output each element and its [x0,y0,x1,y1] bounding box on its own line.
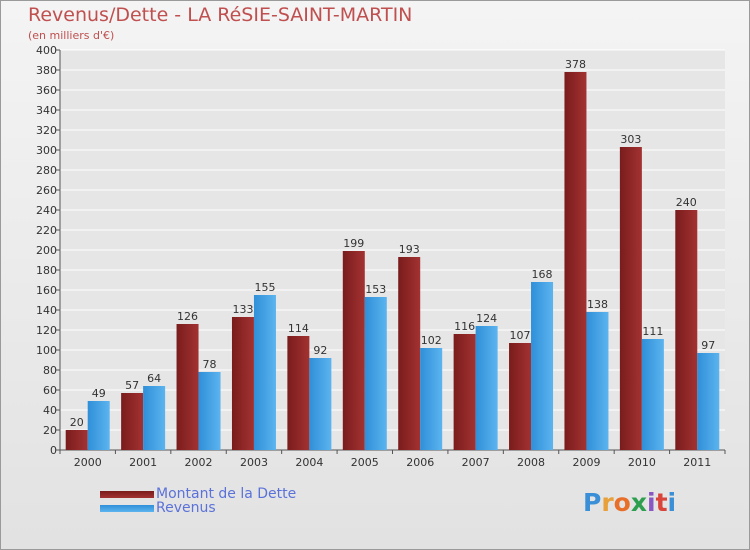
y-tick-label: 240 [36,204,57,217]
y-tick-label: 40 [43,404,57,417]
data-label: 124 [476,312,497,325]
data-label: 49 [92,387,106,400]
bar-revenus [641,339,664,450]
data-label: 240 [676,196,697,209]
bar-revenus [309,358,332,450]
y-tick-label: 260 [36,184,57,197]
data-label: 155 [254,281,275,294]
bar-dette [675,210,698,450]
bar-revenus [87,401,110,450]
bar-revenus [475,326,498,450]
data-label: 153 [365,283,386,296]
y-tick-label: 320 [36,124,57,137]
data-label: 133 [232,303,253,316]
data-label: 107 [510,329,531,342]
y-tick-label: 100 [36,344,57,357]
x-tick-label: 2008 [517,456,545,469]
x-tick-label: 2010 [628,456,656,469]
x-tick-label: 2009 [572,456,600,469]
data-label: 114 [288,322,309,335]
data-label: 78 [203,358,217,371]
x-tick-label: 2005 [351,456,379,469]
legend-item-dette: Montant de la Dette [100,487,296,501]
bar-revenus [253,295,276,450]
y-tick-label: 20 [43,424,57,437]
x-tick-label: 2006 [406,456,434,469]
y-tick-label: 160 [36,284,57,297]
data-label: 97 [701,339,715,352]
logo-letter: x [630,488,647,517]
bar-dette [564,72,587,450]
y-tick-label: 80 [43,364,57,377]
logo-letter: i [667,488,677,517]
bar-revenus [364,297,387,450]
bar-dette [287,336,310,450]
bar-dette [342,251,365,450]
data-label: 138 [587,298,608,311]
y-tick-label: 180 [36,264,57,277]
y-tick-label: 0 [50,444,57,457]
data-label: 92 [313,344,327,357]
x-tick-label: 2003 [240,456,268,469]
y-tick-label: 220 [36,224,57,237]
bar-dette [231,317,254,450]
y-tick-label: 400 [36,44,57,57]
bar-revenus [531,282,554,450]
x-tick-label: 2001 [129,456,157,469]
x-tick-label: 2002 [185,456,213,469]
data-label: 378 [565,58,586,71]
y-tick-label: 200 [36,244,57,257]
bar-revenus [586,312,609,450]
x-tick-label: 2007 [462,456,490,469]
chart-subtitle: (en milliers d'€) [28,29,115,42]
y-tick-label: 280 [36,164,57,177]
y-tick-label: 340 [36,104,57,117]
legend-item-revenus: Revenus [100,501,296,515]
data-label: 303 [620,133,641,146]
logo-letter: o [613,488,631,517]
data-label: 102 [421,334,442,347]
y-tick-label: 360 [36,84,57,97]
data-label: 64 [147,372,161,385]
data-label: 168 [532,268,553,281]
bar-dette [619,147,642,450]
bar-dette [453,334,476,450]
data-label: 126 [177,310,198,323]
bar-dette [176,324,199,450]
bar-revenus [697,353,720,450]
bar-dette [65,430,88,450]
legend-swatch-revenus [100,504,154,512]
y-tick-label: 380 [36,64,57,77]
legend-label-revenus: Revenus [156,500,216,516]
data-label: 193 [399,243,420,256]
x-tick-label: 2004 [295,456,323,469]
data-label: 111 [642,325,663,338]
data-label: 199 [343,237,364,250]
logo-letter: r [601,488,614,517]
data-label: 57 [125,379,139,392]
y-tick-label: 300 [36,144,57,157]
logo-letter: t [655,488,668,517]
data-label: 20 [70,416,84,429]
bar-revenus [143,386,166,450]
y-tick-label: 140 [36,304,57,317]
logo-letter: P [583,488,602,517]
legend: Montant de la Dette Revenus [100,487,296,515]
bar-revenus [198,372,221,450]
proxiti-logo: Proxiti [583,488,676,517]
x-tick-label: 2011 [683,456,711,469]
legend-swatch-dette [100,490,154,498]
bar-dette [509,343,532,450]
bar-dette [398,257,421,450]
y-tick-label: 60 [43,384,57,397]
data-label: 116 [454,320,475,333]
y-tick-label: 120 [36,324,57,337]
bar-dette [121,393,144,450]
x-tick-label: 2000 [74,456,102,469]
logo-letter: i [647,488,656,517]
chart-title: Revenus/Dette - LA RéSIE-SAINT-MARTIN [28,4,413,26]
bar-revenus [420,348,443,450]
legend-label-dette: Montant de la Dette [156,486,297,502]
